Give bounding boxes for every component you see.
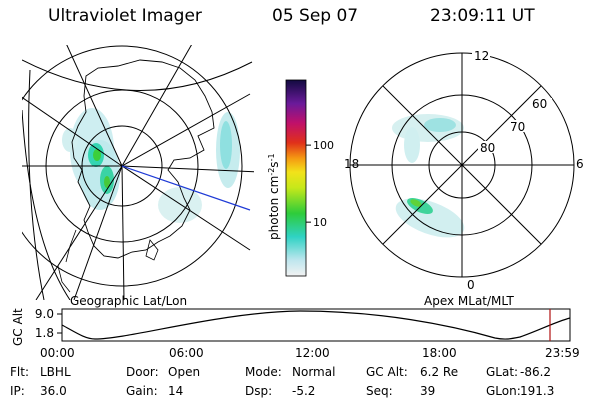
- altitude-curve: [61, 310, 571, 340]
- info-key: GLat:: [486, 365, 519, 379]
- info-value: Open: [168, 365, 201, 379]
- geographic-caption: Geographic Lat/Lon: [70, 294, 187, 308]
- info-key: Dsp:: [245, 384, 273, 398]
- info-value: 39: [420, 384, 436, 398]
- colorbar-tick-label: 10: [313, 216, 327, 229]
- info-key: GLon:: [486, 384, 521, 398]
- mlat-label-80: 80: [480, 141, 495, 155]
- aurora-emission-apex: [392, 114, 465, 238]
- info-value: 191.3: [520, 384, 555, 398]
- altitude-xticks: 00:00 06:00 12:00 18:00 23:59: [40, 346, 580, 360]
- mlt-label-midnight: 0: [467, 278, 475, 292]
- info-key: IP:: [10, 384, 25, 398]
- info-key: Seq:: [366, 384, 393, 398]
- aurora-emission-geo: [62, 108, 240, 223]
- altitude-ytick-1.8: 1.8: [35, 326, 54, 340]
- coastline: [71, 59, 215, 259]
- mlt-label-noon: 12: [474, 49, 489, 63]
- info-value: -5.2: [292, 384, 316, 398]
- apex-polar-plot: 12 0 18 6 60 70 80: [344, 49, 584, 292]
- info-value: Normal: [292, 365, 336, 379]
- info-key: GC Alt:: [366, 365, 408, 379]
- info-value: LBHL: [40, 365, 71, 379]
- mlt-label-dawn: 6: [576, 157, 584, 171]
- altitude-xtick-label: 00:00: [40, 346, 75, 360]
- altitude-ytick-9: 9.0: [35, 307, 54, 321]
- mlat-label-60: 60: [532, 97, 547, 111]
- altitude-xtick-label: 18:00: [422, 346, 457, 360]
- mlt-label-dusk: 18: [344, 157, 359, 171]
- mlat-label-70: 70: [510, 120, 525, 134]
- geographic-map: [22, 45, 254, 300]
- colorbar-tick-label: 100: [313, 139, 334, 152]
- observation-date: 05 Sep 07: [272, 6, 359, 26]
- altitude-xtick-label: 23:59: [545, 346, 580, 360]
- colorbar: [286, 80, 306, 276]
- apex-caption: Apex MLat/MLT: [424, 294, 514, 308]
- info-key: Mode:: [245, 365, 282, 379]
- info-value: 36.0: [40, 384, 67, 398]
- altitude-xtick-label: 12:00: [295, 346, 330, 360]
- info-key: Gain:: [126, 384, 158, 398]
- altitude-ylabel: GC Alt: [11, 308, 25, 346]
- altitude-xtick-label: 06:00: [169, 346, 204, 360]
- instrument-title: Ultraviolet Imager: [48, 6, 202, 26]
- colorbar-label: photon cm-2s-1: [267, 153, 282, 240]
- colorbar-ticks: 100 10: [306, 139, 334, 229]
- sun-direction-line: [121, 165, 251, 211]
- info-value: 14: [168, 384, 184, 398]
- info-key: Flt:: [10, 365, 29, 379]
- info-value: 6.2 Re: [420, 365, 459, 379]
- info-value: -86.2: [520, 365, 552, 379]
- info-key: Door:: [126, 365, 159, 379]
- altitude-plot: 9.0 1.8 GC Alt 00:00 06:00 12:00 18:00 23:59: [11, 307, 580, 360]
- observation-time: 23:09:11 UT: [430, 6, 535, 26]
